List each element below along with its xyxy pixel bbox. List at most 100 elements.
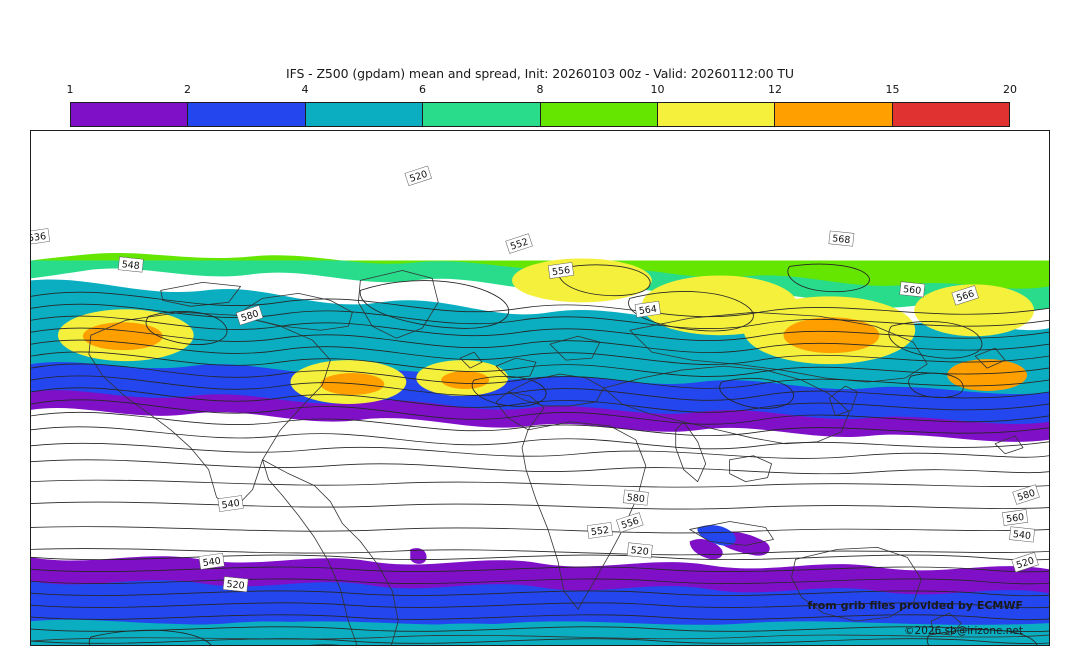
contour-label-bg — [1012, 484, 1040, 505]
contour-label: 552 — [505, 233, 533, 254]
contour-label-bg — [1002, 509, 1029, 526]
colorbar-tick-8: 8 — [536, 83, 544, 96]
southern-purple-filaments — [410, 525, 770, 564]
colorbar-tick-1: 1 — [66, 83, 74, 96]
spread-band-4-6-north — [31, 279, 1049, 395]
colorbar-swatches — [70, 102, 1010, 127]
coastlines — [31, 270, 1049, 645]
contour-label-bg — [828, 230, 855, 247]
contour-label: 566 — [951, 285, 979, 306]
spread-band-8-10-north — [31, 252, 1049, 289]
spread-max-orange-pacific-north — [783, 317, 880, 354]
spread-max-yellow-greenland — [512, 258, 652, 303]
contour-label-bg — [899, 281, 926, 298]
contour-label-text: 566 — [955, 288, 976, 304]
contour-label-text: 540 — [1012, 529, 1031, 542]
contour-lines — [31, 263, 1049, 645]
contour-label-bg — [222, 576, 249, 593]
colorbar-tick-10: 10 — [650, 83, 665, 96]
colorbar-tick-labels: 1 2 4 6 8 10 12 15 20 — [66, 83, 1018, 101]
contour-label-text: 552 — [590, 525, 609, 538]
spread-patch-blue-maritime — [697, 525, 736, 546]
colorbar-tick-6: 6 — [419, 83, 426, 96]
contour-label-bg — [547, 262, 575, 279]
contour-label-bg — [198, 552, 225, 570]
contour-label: 540 — [217, 495, 244, 512]
colorbar-segment-6-8 — [423, 103, 541, 126]
contour-label: 580 — [622, 489, 649, 506]
spread-max-orange-pacific-east — [947, 359, 1028, 391]
colorbar-legend: 1 2 4 6 8 10 12 15 20 — [66, 83, 1018, 127]
contour-label-text: 548 — [121, 259, 140, 272]
colorbar-segment-4-6 — [305, 103, 424, 126]
colorbar-tick-12: 12 — [768, 83, 782, 96]
map-canvas: 520 536 548 552 556 568 580 564 560 566 540 580 556 5… — [31, 131, 1049, 645]
contour-label-text: 520 — [630, 545, 649, 558]
contour-label: 540 — [198, 552, 225, 570]
colorbar-tick-4: 4 — [301, 83, 309, 96]
contour-label-bg — [117, 256, 144, 273]
colorbar-segment-12-15 — [775, 103, 893, 126]
contour-label-text: 580 — [1016, 488, 1037, 504]
contour-label-bg — [235, 305, 264, 326]
contour-label: 520 — [404, 165, 432, 186]
contour-label-text: 540 — [202, 556, 221, 569]
contour-label: 520 — [1011, 552, 1039, 573]
contour-label-bg — [634, 300, 661, 318]
contour-label: 556 — [547, 262, 575, 279]
colorbar-tick-2: 2 — [184, 83, 191, 96]
contour-label: 552 — [586, 522, 613, 539]
contour-label-bg — [31, 228, 51, 245]
contour-label: 548 — [117, 256, 144, 273]
contour-label: 536 — [31, 228, 51, 245]
contour-label: 540 — [1009, 526, 1035, 543]
colorbar-segment-15-20 — [892, 103, 1009, 126]
contour-labels: 520 536 548 552 556 568 580 564 560 566 540 580 556 5… — [31, 165, 1040, 593]
contour-label: 564 — [634, 300, 661, 318]
contour-label-text: 520 — [1015, 555, 1036, 571]
spread-max-orange-natlantic — [441, 371, 490, 389]
contour-label-text: 556 — [551, 265, 570, 278]
contour-label-text: 520 — [408, 169, 429, 185]
contour-label-bg — [404, 165, 432, 186]
ecmwf-credit: from grib files provided by ECMWF — [807, 599, 1023, 612]
contour-label: 560 — [899, 281, 926, 298]
contour-label-text: 560 — [903, 284, 922, 297]
contour-label-bg — [1009, 526, 1035, 543]
contour-label-text: 580 — [240, 308, 261, 324]
contour-label-text: 536 — [31, 231, 47, 244]
contour-label-text: 552 — [509, 237, 530, 253]
contour-label-bg — [586, 522, 613, 539]
contour-label-bg — [1011, 552, 1039, 573]
contour-label-bg — [616, 512, 644, 533]
colorbar-segment-1-2 — [71, 103, 189, 126]
contour-label-text: 520 — [226, 579, 245, 592]
contour-label: 556 — [616, 512, 644, 533]
contour-label: 580 — [1012, 484, 1040, 505]
contour-label-text: 556 — [620, 515, 641, 531]
page-title: IFS - Z500 (gpdam) mean and spread, Init… — [286, 66, 794, 81]
contour-label: 568 — [828, 230, 855, 247]
colorbar-segment-10-12 — [657, 103, 776, 126]
contour-label: 580 — [235, 305, 264, 326]
owner-credit: ©2026 sb@irizone.net — [904, 625, 1023, 637]
contour-label-text: 540 — [221, 498, 240, 511]
contour-label: 560 — [1002, 509, 1029, 526]
spread-max-yellow-pacific-east — [914, 284, 1035, 337]
contour-label-text: 580 — [626, 492, 645, 505]
map-panel: 520 536 548 552 556 568 580 564 560 566 540 580 556 5… — [30, 130, 1050, 646]
contour-label-text: 568 — [832, 233, 851, 246]
contour-label-text: 564 — [638, 304, 657, 317]
contour-label-bg — [626, 542, 653, 559]
contour-label: 520 — [626, 542, 653, 559]
colorbar-tick-15: 15 — [885, 83, 900, 96]
colorbar-segment-2-4 — [188, 103, 306, 126]
contour-label-text: 560 — [1005, 512, 1024, 525]
contour-label-bg — [505, 233, 533, 254]
colorbar-tick-20: 20 — [1003, 83, 1017, 96]
contour-label-bg — [622, 489, 649, 506]
colorbar-segment-8-10 — [540, 103, 658, 126]
contour-label: 520 — [222, 576, 249, 593]
contour-label-bg — [951, 285, 979, 306]
